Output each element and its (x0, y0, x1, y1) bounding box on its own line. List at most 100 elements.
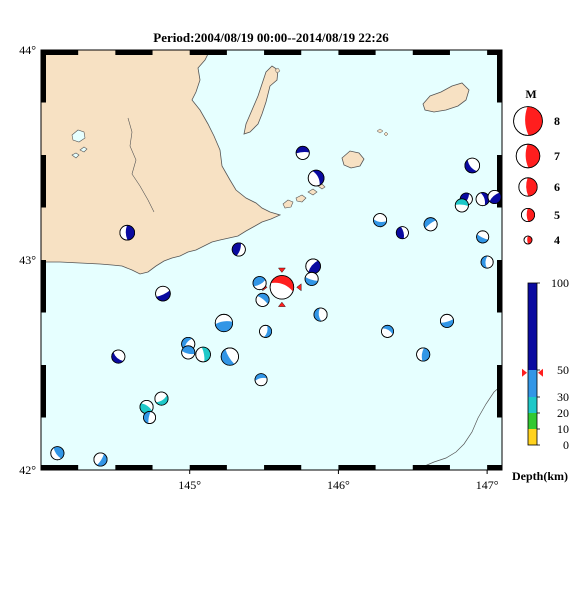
event-beachball (139, 399, 154, 414)
event-beachball (259, 324, 273, 338)
frame-bar (497, 155, 502, 208)
event-beachball (220, 347, 239, 366)
event-beachball (295, 145, 310, 160)
frame-bar (41, 50, 79, 55)
small-islets (274, 67, 389, 137)
depth-tick-label: 100 (551, 276, 569, 290)
event-beachball (464, 157, 481, 174)
habomai-islets (282, 183, 326, 209)
frame-bar (338, 50, 376, 55)
latitude-tick-label: 43° (19, 253, 36, 267)
magnitude-legend: M 8 7 6 5 4 (513, 87, 560, 247)
depth-tick-label: 20 (557, 406, 569, 420)
magnitude-legend-label: 7 (554, 149, 560, 163)
depth-tick-label: 10 (557, 422, 569, 436)
latitude-tick-label: 44° (19, 43, 36, 57)
hokkaido-landmass (41, 50, 282, 275)
main-event-pointer (296, 283, 302, 292)
frame-bar (189, 50, 227, 55)
kunashir-island (243, 65, 279, 135)
main-event-pointer (278, 267, 286, 273)
shikotan-island (341, 150, 365, 169)
magnitude-legend-symbol (513, 106, 543, 136)
longitude-tick-label: 146° (327, 478, 350, 492)
magnitude-legend-title: M (525, 87, 536, 101)
main-event-pointer (278, 301, 286, 307)
event-beachball (119, 224, 136, 241)
frame-bar (115, 465, 153, 470)
lake-shape (71, 129, 88, 159)
event-beachball (305, 258, 321, 275)
latitude-labels: 44° 43° 42° (19, 43, 36, 477)
frame-bar (41, 365, 46, 418)
event-beachball (254, 373, 268, 387)
event-beachball (155, 285, 171, 302)
event-beachball (255, 292, 270, 307)
frame-tick-bars (41, 50, 502, 470)
event-beachball (480, 255, 494, 269)
event-beachball (439, 313, 454, 328)
admin-boundary (127, 117, 155, 213)
frame-bar (487, 50, 502, 55)
event-beachball (50, 446, 65, 461)
seafloor-contour (419, 384, 502, 469)
event-beachball (304, 271, 319, 286)
frame-bar (487, 465, 502, 470)
map-title: Period:2004/08/19 00:00--2014/08/19 22:2… (153, 30, 389, 45)
depth-marker-left (522, 368, 527, 377)
map-panel (40, 49, 503, 471)
depth-color-band (528, 429, 537, 445)
latitude-tick-label: 42° (19, 463, 36, 477)
magnitude-legend-label: 6 (554, 180, 560, 194)
depth-tick-label: 0 (563, 438, 569, 452)
frame-bar (338, 465, 376, 470)
event-beachball (454, 198, 469, 213)
event-beachball (476, 230, 490, 244)
event-beachball (111, 349, 126, 364)
frame-bar (497, 365, 502, 418)
depth-color-band (528, 370, 537, 397)
event-beachball (231, 242, 246, 257)
magnitude-legend-symbol (515, 143, 541, 169)
event-beachball (423, 217, 438, 232)
depth-tick-label: 30 (557, 390, 569, 404)
magnitude-legend-symbol (521, 207, 536, 222)
land-layer (41, 50, 502, 469)
frame-bar (412, 50, 450, 55)
magnitude-legend-label: 4 (554, 233, 560, 247)
magnitude-legend-label: 8 (554, 114, 560, 128)
longitude-tick-label: 147° (476, 478, 499, 492)
event-beachball (475, 192, 490, 207)
frame-bar (189, 465, 227, 470)
event-beachball (381, 324, 394, 338)
iturup-island (422, 82, 470, 113)
event-beachball (373, 213, 388, 228)
event-beachball (487, 189, 502, 204)
frame-bar (41, 50, 46, 103)
depth-color-band (528, 283, 537, 370)
frame-bar (264, 50, 302, 55)
event-beachball (181, 345, 196, 360)
depth-tick-label: 50 (557, 363, 569, 377)
longitude-tick-label: 145° (178, 478, 201, 492)
depth-legend-title: Depth(km) (512, 469, 568, 483)
focal-mechanism-layer (50, 145, 502, 467)
event-beachball (93, 452, 108, 467)
frame-bar (497, 50, 502, 103)
event-beachball (154, 391, 169, 406)
frame-bar (41, 155, 46, 208)
magnitude-legend-label: 5 (554, 208, 560, 222)
event-beachball (143, 411, 157, 424)
magnitude-legend-symbol (523, 235, 533, 245)
longitude-labels: 145° 146° 147° (178, 470, 499, 492)
depth-color-band (528, 397, 537, 413)
depth-color-band (528, 413, 537, 429)
frame-bar (115, 50, 153, 55)
depth-marker-right (538, 368, 543, 377)
frame-bar (41, 260, 46, 313)
event-beachball (395, 226, 409, 240)
frame-bar (412, 465, 450, 470)
event-beachball (416, 347, 431, 362)
